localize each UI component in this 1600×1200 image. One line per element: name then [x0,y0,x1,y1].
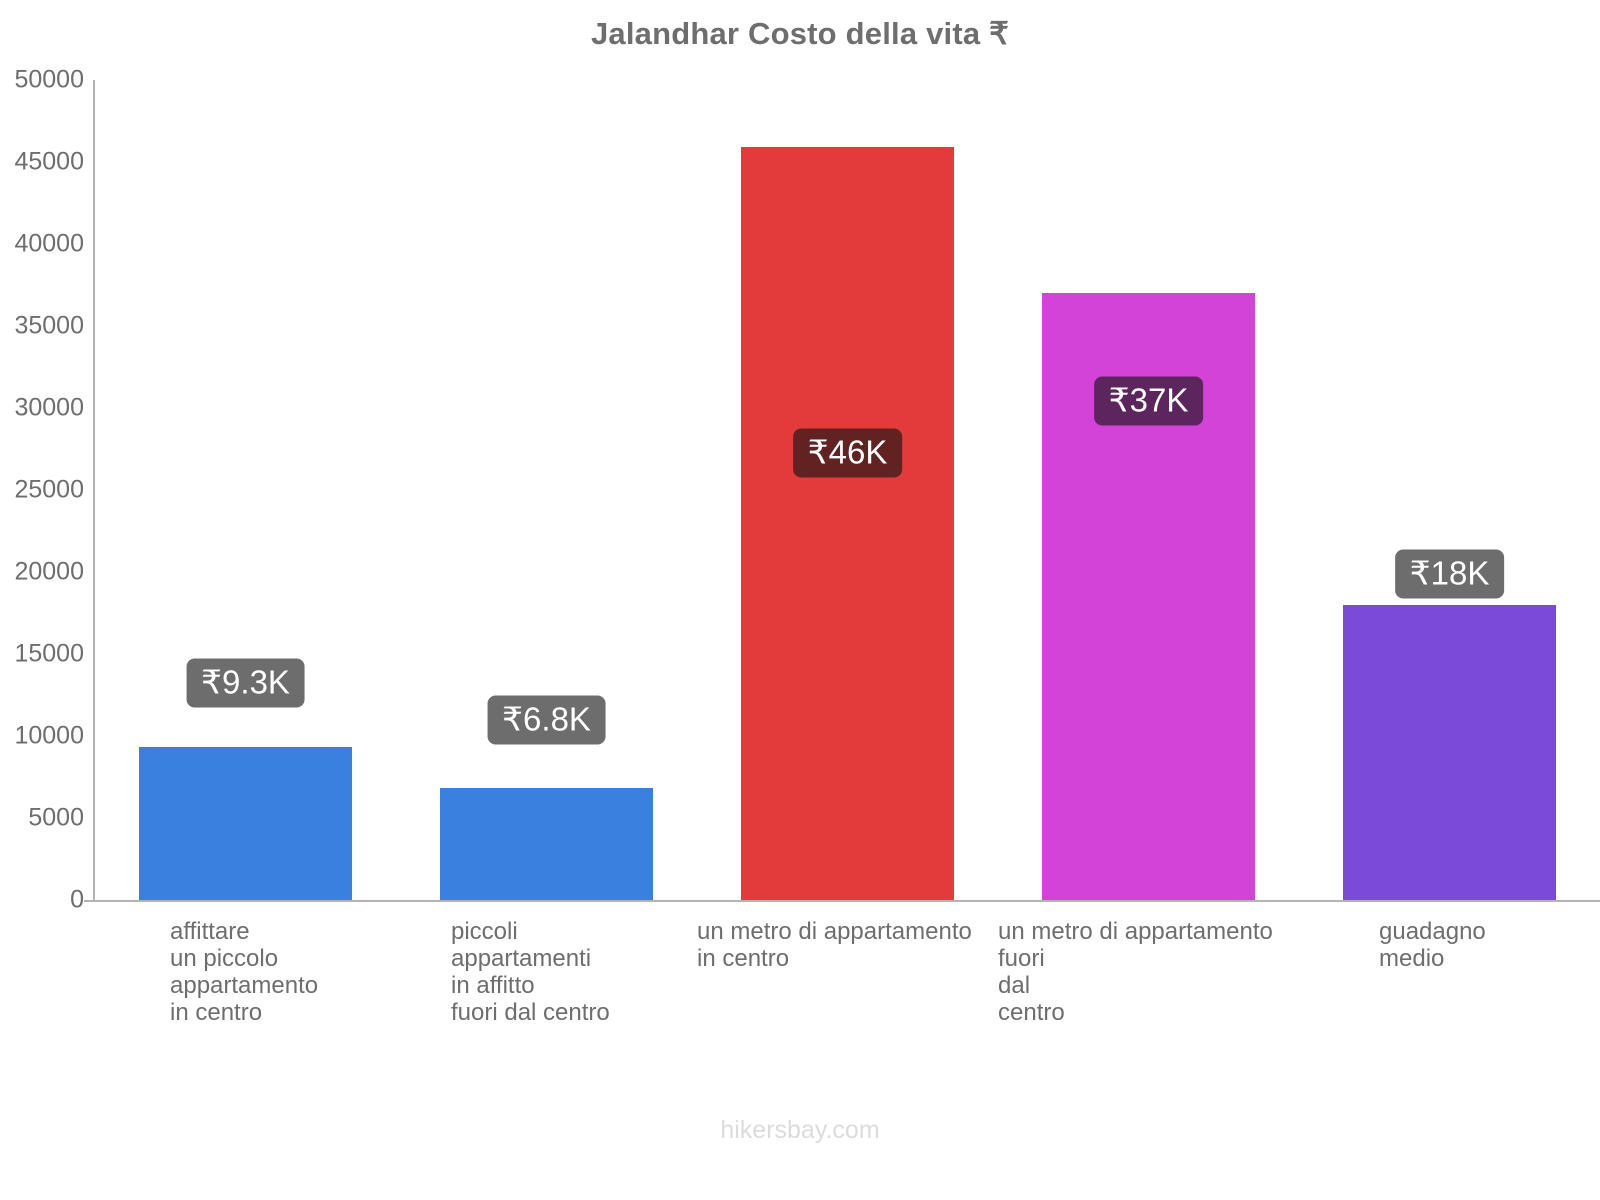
y-axis-tick-label: 20000 [14,557,84,586]
bar[interactable] [1343,604,1556,900]
x-axis-category-label: un metro di appartamento in centro [697,918,972,972]
y-axis-tick-label: 5000 [28,803,84,832]
y-axis-tick-label: 30000 [14,393,84,422]
y-axis-line [93,80,95,902]
footer-watermark: hikersbay.com [720,1116,880,1144]
y-axis-tick-label: 45000 [14,147,84,176]
y-axis-tick-label: 40000 [14,229,84,258]
bar-value-label: ₹18K [1394,549,1505,599]
x-axis-category-label: un metro di appartamento fuori dal centr… [998,918,1273,1026]
y-axis-tick-label: 50000 [14,65,84,94]
bar[interactable] [139,747,352,900]
bar[interactable] [741,147,954,900]
y-axis-tick-labels: 0 5000 10000 15000 20000 25000 30000 35000 40000… [0,0,84,1200]
x-axis-baseline [84,900,1600,902]
bars-container: ₹9.3K ₹6.8K ₹46K ₹37K ₹18K [95,80,1600,900]
y-axis-tick-label: 25000 [14,475,84,504]
page-title: Jalandhar Costo della vita ₹ [590,16,1010,51]
x-axis-category-label: piccoli appartamenti in affitto fuori da… [451,918,610,1026]
y-axis-tick-label: 35000 [14,311,84,340]
y-axis-tick-label: 10000 [14,721,84,750]
y-axis-tick-label: 0 [70,885,84,914]
bar-value-label: ₹37K [1093,376,1204,426]
bar-value-label: ₹46K [792,428,903,478]
bar-value-label: ₹6.8K [487,695,606,745]
y-axis-tick-label: 15000 [14,639,84,668]
x-axis-category-label: affittare un piccolo appartamento in cen… [170,918,319,1026]
bar-value-label: ₹9.3K [186,658,305,708]
x-axis-category-labels: affittare un piccolo appartamento in cen… [95,918,1600,1098]
bar[interactable] [440,788,653,900]
x-axis-category-label: guadagno medio [1379,918,1486,972]
